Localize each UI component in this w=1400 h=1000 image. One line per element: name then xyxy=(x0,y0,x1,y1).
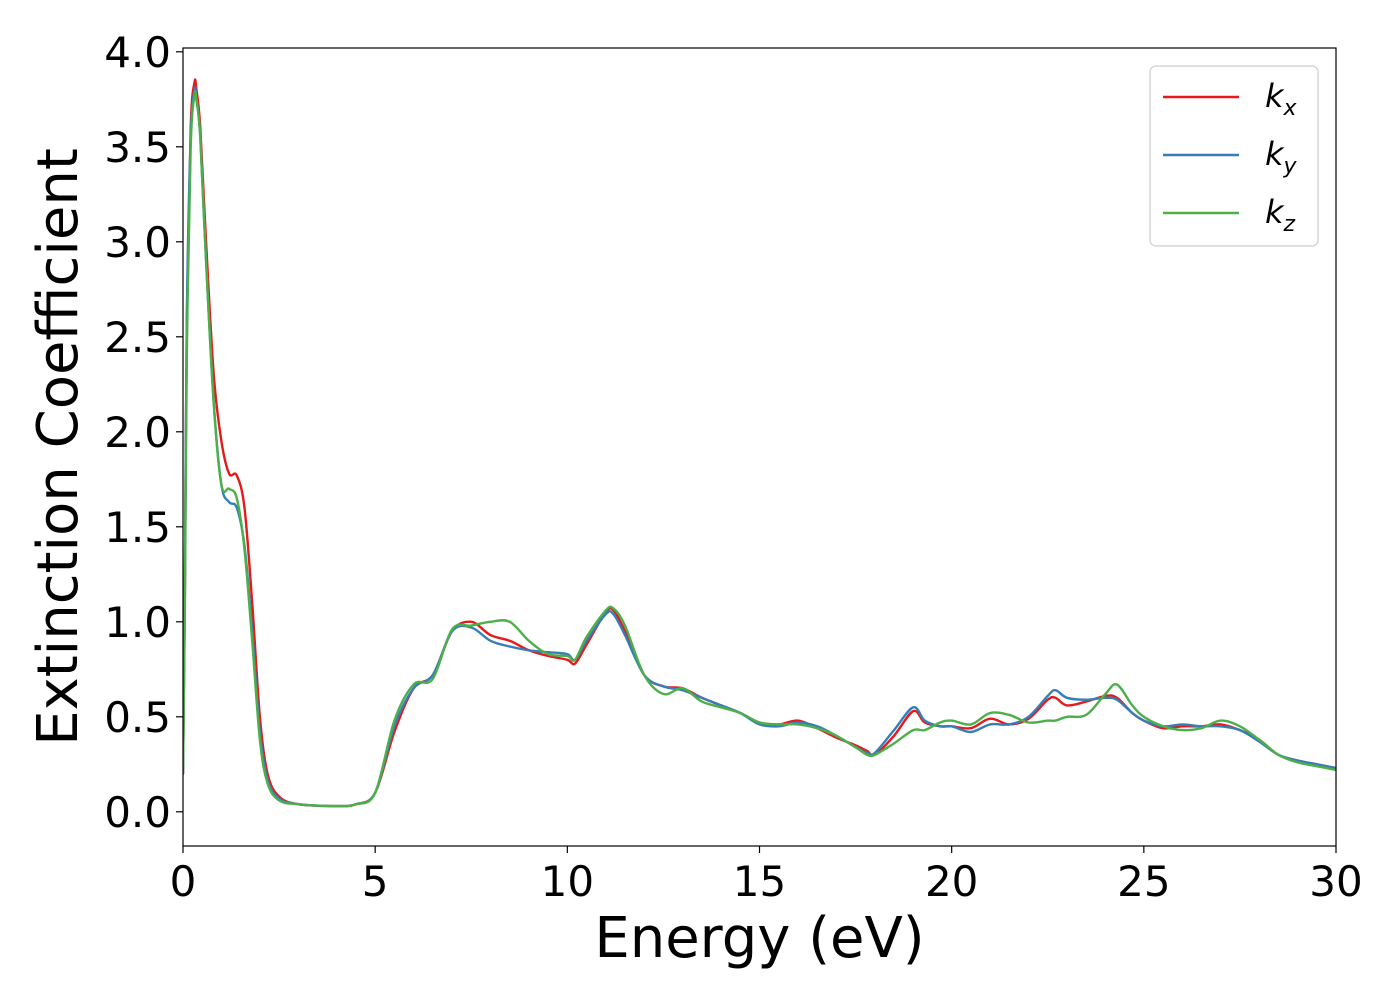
x-tick-label: 5 xyxy=(362,857,389,906)
series-line-kz xyxy=(183,90,1336,808)
x-axis: 0 5 10 15 20 25 30 xyxy=(170,846,1363,906)
x-tick-label: 30 xyxy=(1309,857,1362,906)
x-tick-label: 20 xyxy=(925,857,978,906)
x-axis-label: Energy (eV) xyxy=(594,906,924,971)
legend-label-kz: kz xyxy=(1265,193,1296,237)
y-tick-label: 1.0 xyxy=(104,598,171,647)
legend-label-main: k xyxy=(1265,77,1285,115)
legend-label-ky: ky xyxy=(1265,135,1298,179)
y-tick-label: 2.5 xyxy=(104,313,171,362)
series-layer xyxy=(183,78,1336,808)
x-tick-label: 0 xyxy=(170,857,197,906)
legend-label-subscript: y xyxy=(1283,154,1298,179)
y-tick-label: 4.0 xyxy=(104,28,171,77)
x-tick-label: 10 xyxy=(541,857,594,906)
legend-label-main: k xyxy=(1265,135,1285,173)
y-tick-label: 3.0 xyxy=(104,218,171,267)
y-tick-label: 3.5 xyxy=(104,123,171,172)
y-axis-label: Extinction Coefficient xyxy=(26,148,91,746)
y-tick-label: 1.5 xyxy=(104,503,171,552)
y-tick-label: 0.5 xyxy=(104,693,171,742)
y-tick-label: 0.0 xyxy=(104,788,171,837)
legend-label-subscript: x xyxy=(1283,96,1298,121)
legend-label-main: k xyxy=(1265,193,1285,231)
y-tick-label: 2.0 xyxy=(104,408,171,457)
legend-label-subscript: z xyxy=(1283,212,1296,237)
y-axis: 0.0 0.5 1.0 1.5 2.0 2.5 3.0 3.5 4.0 xyxy=(104,28,183,837)
x-tick-label: 15 xyxy=(733,857,786,906)
legend-label-kx: kx xyxy=(1265,77,1298,121)
x-tick-label: 25 xyxy=(1117,857,1170,906)
